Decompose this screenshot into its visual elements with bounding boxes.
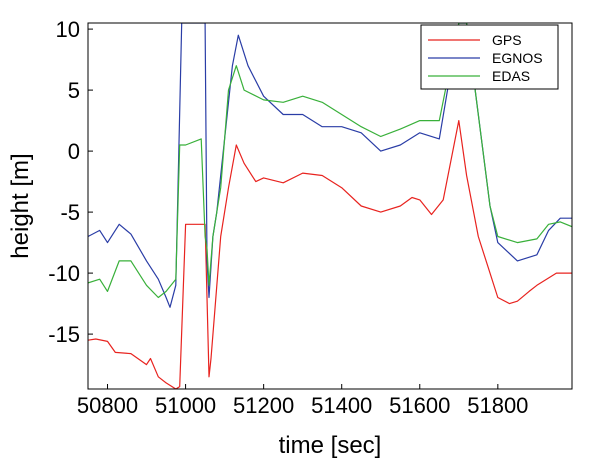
legend-box (420, 24, 559, 90)
legend: GPS EGNOS EDAS (420, 24, 559, 90)
plot-frame (87, 22, 573, 390)
x-tick-label: 51600 (389, 393, 450, 418)
x-tick-label: 51000 (155, 393, 216, 418)
x-tick-label: 51400 (311, 393, 372, 418)
y-tick-label: -15 (48, 322, 80, 347)
x-tick-label: 51200 (233, 393, 294, 418)
y-tick-label: -5 (60, 200, 80, 225)
y-tick-label: 0 (68, 139, 80, 164)
y-tick-label: 10 (56, 17, 80, 42)
x-tick-label: 51800 (467, 393, 528, 418)
x-axis-label: time [sec] (279, 432, 382, 459)
series-line-gps (88, 119, 572, 389)
y-tick-label: 5 (68, 78, 80, 103)
legend-label-egnos: EGNOS (492, 50, 543, 66)
series-line-edas (88, 23, 572, 299)
y-tick-label: -10 (48, 261, 80, 286)
x-tick-label: 50800 (77, 393, 138, 418)
y-axis-label: height [m] (7, 153, 34, 258)
legend-label-edas: EDAS (492, 68, 530, 84)
legend-label-gps: GPS (492, 32, 522, 48)
